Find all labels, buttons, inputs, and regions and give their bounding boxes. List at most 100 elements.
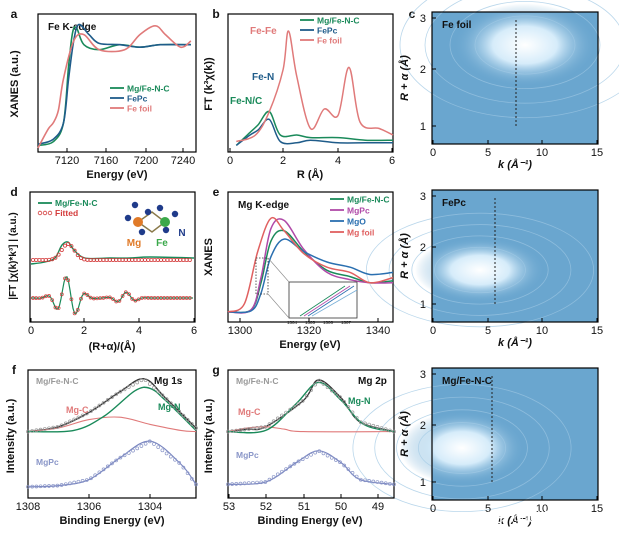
x-tick-label: 52 [260,501,272,513]
fit-point-d [85,293,90,297]
data-point-f [89,409,93,413]
fit-point-d [50,298,55,302]
fit-point-d [40,295,45,300]
fit-point-d [37,257,42,262]
data-point-g [346,405,351,409]
data-point-g [234,428,239,433]
data-point-g [379,426,384,430]
atom-n [131,201,139,209]
data-point-g [354,415,359,420]
fit-point-d [130,257,135,262]
x-axis-label-g: Binding Energy (eV) [257,515,362,527]
data-point-f [38,484,43,489]
data-point-g [350,410,355,415]
fit-point-d [79,296,83,301]
data-point-f [135,446,140,451]
y-axis-label-b: FT (k³χ(k)) [203,57,215,111]
panel-letter-a: a [11,7,18,21]
fit-point-d [34,257,39,262]
data-point-f [55,425,60,429]
data-point-f [135,380,140,385]
data-point-g [259,425,264,430]
x-tick-label: 1304 [138,501,162,513]
y-axis-label-d: |FT [χ(k)*k³] | (a.u.) [8,212,19,299]
x-tick-label: 4 [335,155,341,167]
y-axis-label-g: Intensity (a.u.) [203,398,215,473]
data-point-g [392,482,396,487]
contour-c3 [374,396,550,500]
data-point-g [280,469,284,474]
data-point-f [147,439,152,444]
y-tick-label: 1 [420,477,426,489]
contour-c [449,0,601,90]
fit-point-d [127,292,131,297]
fit-point-d [82,291,87,296]
fit-point-d [75,308,80,312]
data-point-g [255,426,259,430]
zoom-series [307,285,355,317]
zoom-series [299,285,346,317]
data-point-g [305,393,309,398]
data-point-g [275,416,280,421]
data-point-g [292,461,297,466]
axes-b [227,13,394,153]
hotspot-c2 [415,237,545,303]
data-point-f [143,441,148,446]
data-point-f [139,444,144,448]
data-point-g [267,477,272,482]
data-point-f [26,484,30,489]
panel-letter-b: b [212,7,219,21]
data-point-f [118,389,123,394]
zoom-series [311,289,358,317]
data-point-g [280,413,284,418]
series-mgpc-f [27,440,197,488]
fit-point-d [146,257,151,262]
data-point-f [173,405,177,410]
data-point-f [185,417,190,422]
fit-point-d [107,257,112,262]
legend-fitted-d: Fitted [55,208,78,218]
contour-c [399,0,619,119]
zoom-tick-label: 1306 [323,320,334,325]
data-point-g [292,404,297,409]
fit-point-d [66,278,71,283]
data-point-f [131,448,135,453]
legend-fefoil-b: Fe foil [317,36,342,46]
data-point-f [51,425,56,430]
annotation-fefe: Fe-Fe [250,26,277,37]
x-tick-label: 1300 [228,325,252,337]
data-point-f [122,453,127,458]
data-point-g [263,480,268,484]
legend-swatch [42,210,48,216]
data-point-g [288,464,293,469]
label-mgn-g: Mg-N [348,396,371,406]
x-tick-label: 4 [136,325,142,337]
series-mgfoil-e [227,216,394,313]
inset-label-a: Fe K-edge [48,22,97,33]
data-point-g [238,481,243,486]
fit-point-d [127,257,132,262]
axes-f [27,369,197,499]
data-point-g [383,481,388,486]
x-tick-label: 51 [298,501,310,513]
fit-point-d [59,292,64,297]
data-point-f [80,413,85,418]
x-axis-label-c3: k (Å⁻¹) [498,514,532,527]
data-point-f [101,467,106,472]
fit-point-d [117,299,122,303]
annotation-fenc: Fe-N/C [230,96,262,107]
fit-point-d [56,306,61,310]
data-point-f [164,451,169,456]
series-mgfenc-d-real [31,276,193,315]
fit-point-d [107,295,112,300]
data-point-f [84,478,89,482]
data-point-g [388,481,392,486]
data-point-f [30,484,35,489]
fit-point-d [72,311,77,316]
x-tick-label: 1306 [77,501,101,513]
panel-letter-f: f [12,363,17,377]
data-point-f [59,483,64,487]
data-point-f [80,479,85,483]
data-point-g [313,450,317,455]
fit-point-d [43,257,48,262]
